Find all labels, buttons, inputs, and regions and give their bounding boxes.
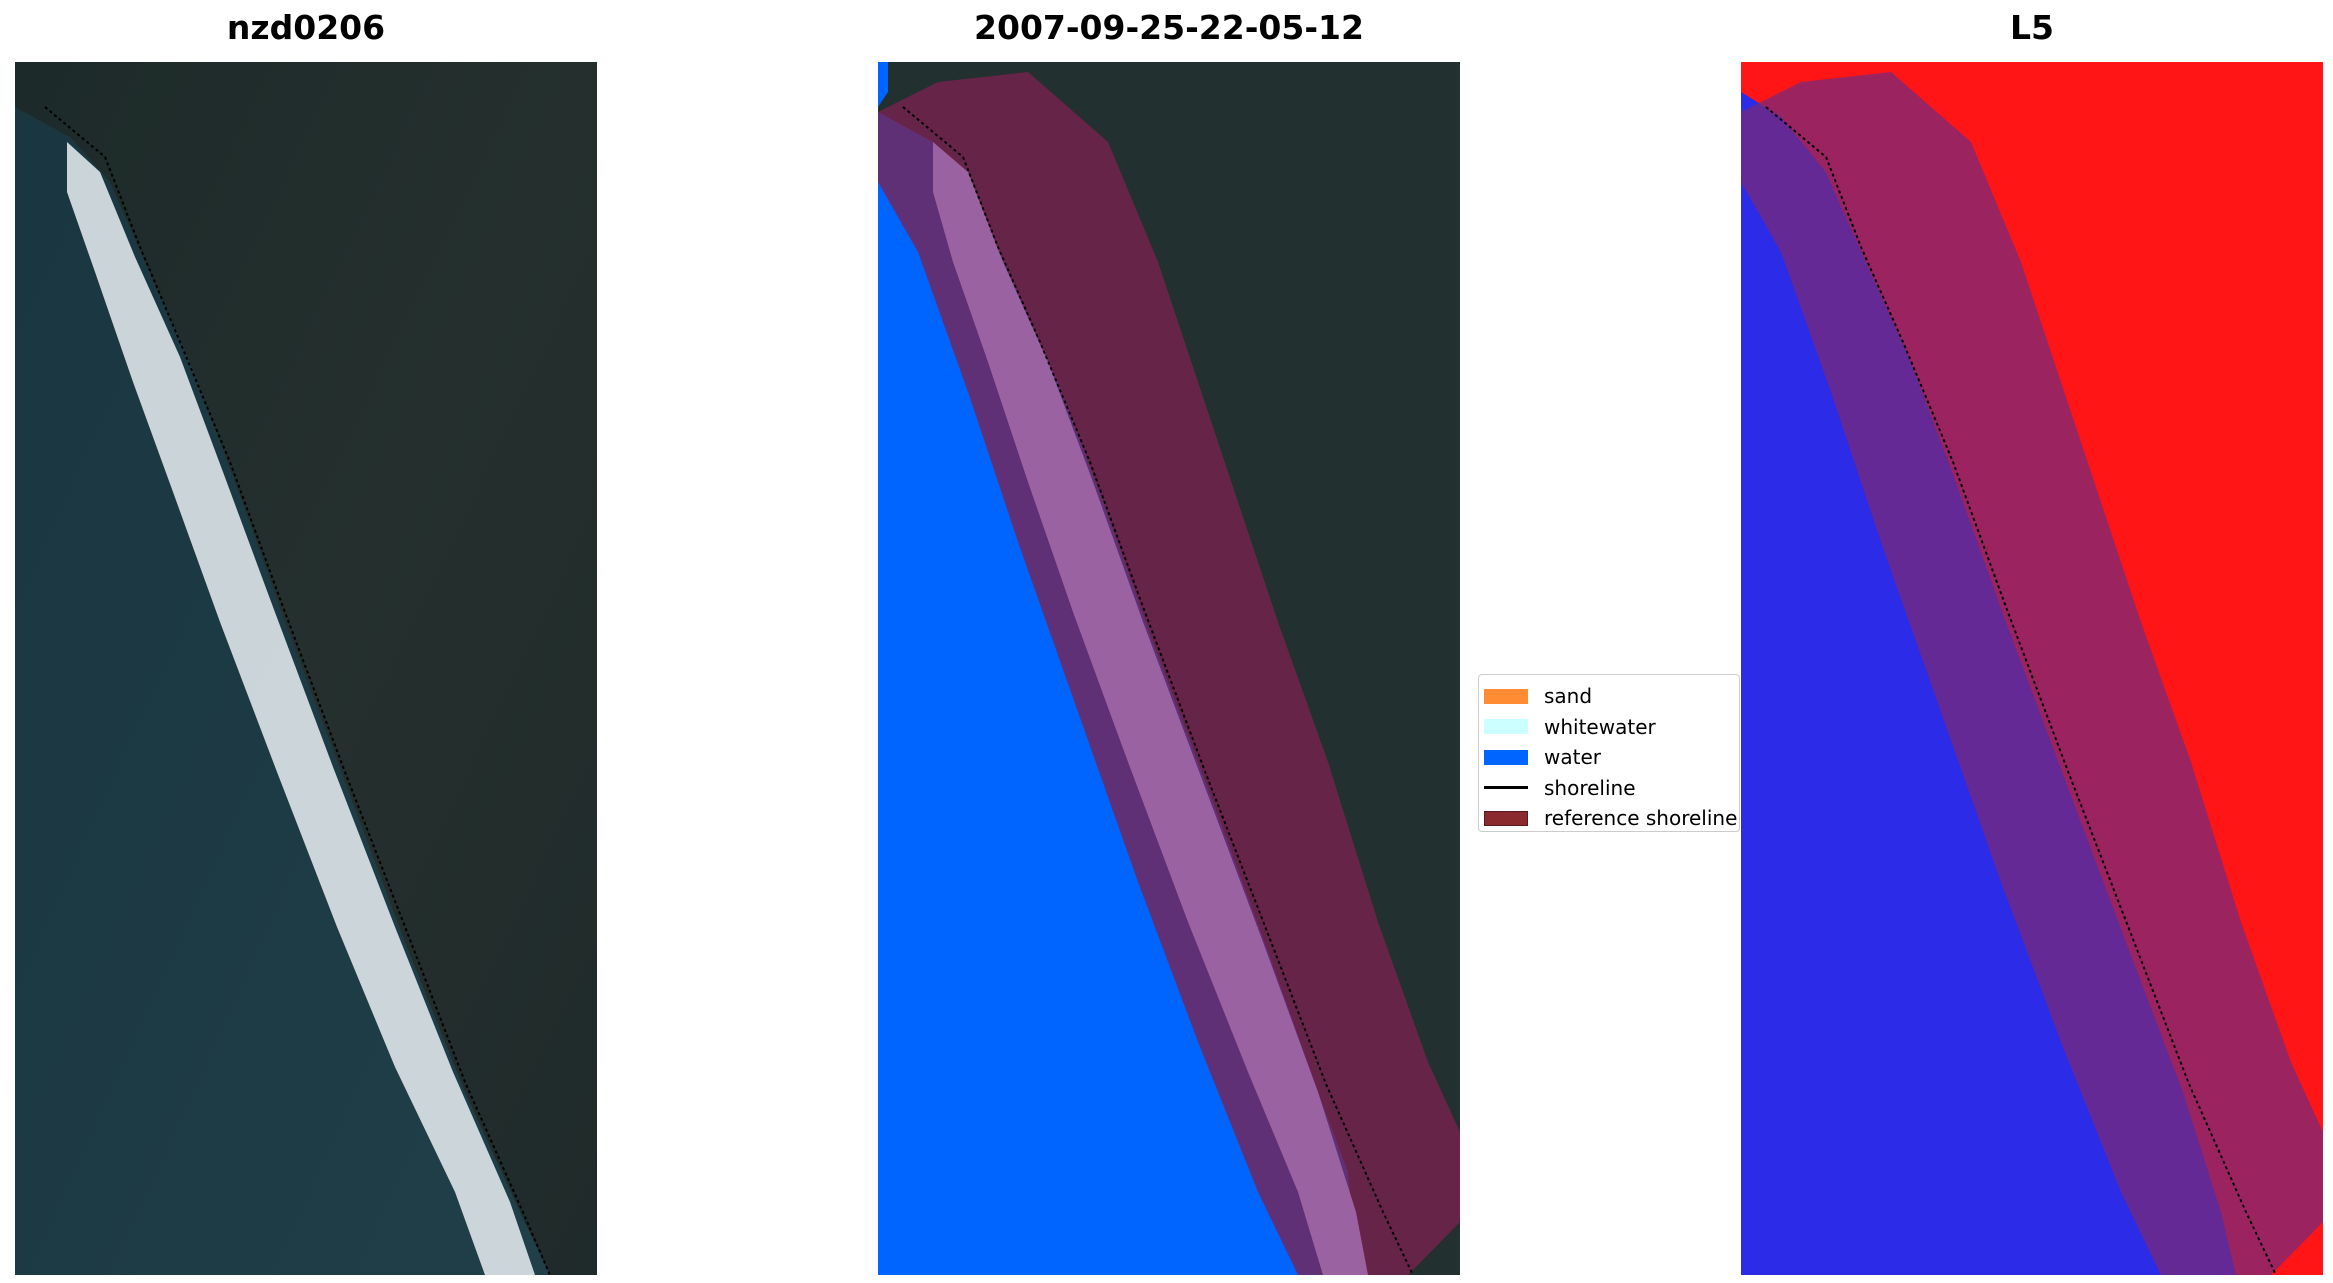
index-panel <box>1741 62 2323 1275</box>
rgb-image-panel <box>15 62 597 1275</box>
surf-zone <box>67 142 535 1275</box>
reference-shoreline-buffer <box>1741 72 2323 1275</box>
legend-label: reference shoreline <box>1544 806 1738 831</box>
panel-title-index: L5 <box>2010 8 2054 47</box>
panel-title-classification: 2007-09-25-22-05-12 <box>974 8 1364 47</box>
reference-shoreline-swatch <box>1484 810 1528 826</box>
whitewater-swatch <box>1484 719 1528 735</box>
legend: sand whitewater water shoreline referenc… <box>1478 674 1740 832</box>
legend-item-water: water <box>1484 742 1739 773</box>
legend-item-sand: sand <box>1484 681 1739 712</box>
legend-item-shoreline: shoreline <box>1484 773 1739 804</box>
legend-item-whitewater: whitewater <box>1484 712 1739 743</box>
sand-class-area <box>933 142 1368 1275</box>
legend-label: water <box>1544 745 1601 770</box>
legend-item-reference-shoreline: reference shoreline <box>1484 803 1739 831</box>
water-swatch <box>1484 749 1528 765</box>
shoreline-line-swatch <box>1484 786 1528 790</box>
rgb-image <box>15 62 597 1275</box>
legend-label: whitewater <box>1544 714 1656 739</box>
index-image <box>1741 62 2323 1275</box>
shoreline-line <box>44 106 551 1275</box>
water-class-corner <box>878 62 888 107</box>
sand-swatch <box>1484 688 1528 704</box>
classification-panel <box>878 62 1460 1275</box>
legend-label: sand <box>1544 684 1593 709</box>
legend-label: shoreline <box>1544 775 1636 800</box>
classification-image <box>878 62 1460 1275</box>
panel-title-rgb: nzd0206 <box>226 8 386 47</box>
